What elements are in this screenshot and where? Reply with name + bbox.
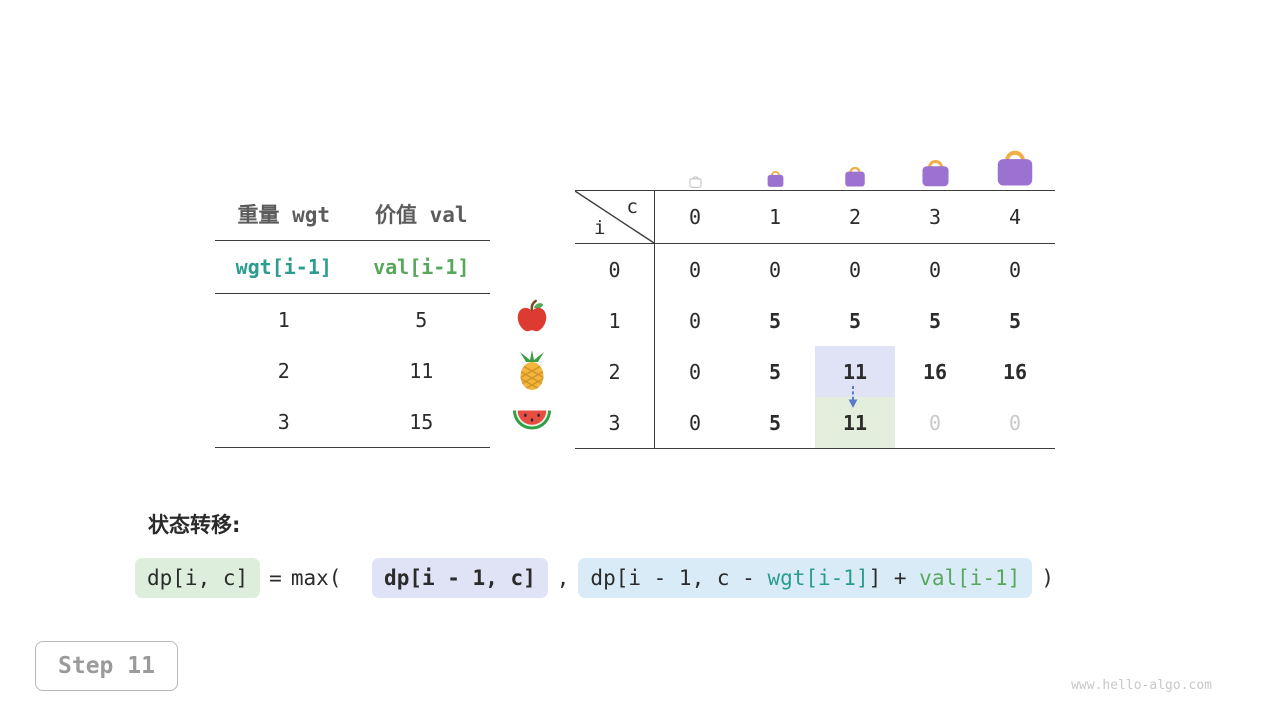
dp-cell-3-0: 0 xyxy=(688,410,702,435)
dp-cell-0-2: 0 xyxy=(848,257,862,282)
capacity-bags xyxy=(655,126,1055,188)
dp-row-header-2: 2 xyxy=(575,346,655,397)
dp-cell-1-3: 5 xyxy=(928,308,942,333)
step-badge: Step 11 xyxy=(35,641,178,691)
dp-cell-1-1: 5 xyxy=(768,308,782,333)
formula-comma: , xyxy=(556,566,570,590)
dp-cell-0-0: 0 xyxy=(688,257,702,282)
item-2-weight: 2 xyxy=(277,358,290,383)
dp-cell-1-4: 5 xyxy=(1008,308,1022,333)
dp-cell-3-2-target-highlight: 11 xyxy=(815,397,895,448)
dp-col-header-4: 4 xyxy=(975,191,1055,244)
bag-icon-capacity-4 xyxy=(975,144,1055,188)
formula-option2-val: val[i-1] xyxy=(919,566,1021,590)
item-2-value: 11 xyxy=(409,358,434,383)
formula-equals: = xyxy=(269,566,282,590)
divider xyxy=(215,447,490,448)
items-table: 重量 wgt 价值 val wgt[i-1] val[i-1] 1 5 2 11… xyxy=(215,188,490,448)
dp-cell-3-4: 0 xyxy=(1008,410,1022,435)
pineapple-icon xyxy=(510,349,554,391)
dp-col-header-1: 1 xyxy=(735,191,815,244)
dp-col-header-0: 0 xyxy=(655,191,735,244)
item-3-value: 15 xyxy=(409,409,434,434)
formula-max-open: max( xyxy=(290,566,342,590)
transition-arrow-icon xyxy=(847,385,859,413)
bag-icon-capacity-3 xyxy=(895,155,975,188)
col-header-value: 价值 val xyxy=(374,203,468,227)
apple-icon xyxy=(510,299,554,335)
item-row-2: 2 11 xyxy=(215,345,490,396)
dp-cell-1-0: 0 xyxy=(688,308,702,333)
formula-option2-prefix: dp[i - 1, c - xyxy=(590,566,768,590)
bag-icon-capacity-2 xyxy=(815,163,895,188)
val-var-label: val[i-1] xyxy=(373,255,470,279)
dp-cell-3-1: 5 xyxy=(768,410,782,435)
dp-row-header-1: 1 xyxy=(575,295,655,346)
dp-cell-2-0: 0 xyxy=(688,359,702,384)
divider xyxy=(215,293,490,294)
formula-option2-infix: ] + xyxy=(868,566,920,590)
dp-row-header-0: 0 xyxy=(575,244,655,295)
formula-option2-wgt: wgt[i-1] xyxy=(767,566,869,590)
watermelon-icon xyxy=(510,407,554,433)
row-var-label: i xyxy=(594,217,606,239)
dp-cell-2-4: 16 xyxy=(1002,359,1028,384)
wgt-var-label: wgt[i-1] xyxy=(235,255,332,279)
formula-lhs: dp[i, c] xyxy=(135,558,261,598)
watermark: www.hello-algo.com xyxy=(1071,678,1212,693)
items-table-header: 重量 wgt 价值 val xyxy=(215,188,490,240)
dp-cell-1-2: 5 xyxy=(848,308,862,333)
state-transition-label: 状态转移: xyxy=(148,513,241,537)
formula-close-paren: ) xyxy=(1041,566,1054,590)
diagonal-divider xyxy=(575,191,654,243)
formula-option2: dp[i - 1, c - wgt[i-1]] + val[i-1] xyxy=(578,558,1033,598)
dp-cell-2-3: 16 xyxy=(922,359,948,384)
item-1-value: 5 xyxy=(415,307,428,332)
dp-cell-0-4: 0 xyxy=(1008,257,1022,282)
dp-corner-cell: c i xyxy=(575,191,655,244)
item-row-1: 1 5 xyxy=(215,294,490,345)
dp-row-header-3: 3 xyxy=(575,397,655,448)
items-table-var-row: wgt[i-1] val[i-1] xyxy=(215,241,490,293)
dp-cell-0-1: 0 xyxy=(768,257,782,282)
dp-table: c i 0 1 2 3 4 0 0 0 0 0 0 1 0 5 5 5 5 2 … xyxy=(575,190,1055,449)
dp-cell-2-2-source-highlight: 11 xyxy=(815,346,895,397)
bag-icon-capacity-0 xyxy=(655,174,735,188)
col-header-weight: 重量 wgt xyxy=(237,203,331,227)
divider xyxy=(215,240,490,241)
col-var-label: c xyxy=(626,196,638,218)
dp-cell-0-3: 0 xyxy=(928,257,942,282)
dp-cell-3-3: 0 xyxy=(928,410,942,435)
item-3-weight: 3 xyxy=(277,409,290,434)
item-1-weight: 1 xyxy=(277,307,290,332)
state-transition-formula: dp[i, c] = max( dp[i - 1, c] , dp[i - 1,… xyxy=(135,558,1063,598)
dp-col-header-2: 2 xyxy=(815,191,895,244)
formula-option1: dp[i - 1, c] xyxy=(372,558,548,598)
dp-cell-2-1: 5 xyxy=(768,359,782,384)
item-row-3: 3 15 xyxy=(215,396,490,447)
bag-icon-capacity-1 xyxy=(735,168,815,188)
dp-col-header-3: 3 xyxy=(895,191,975,244)
formula-space xyxy=(341,566,372,590)
